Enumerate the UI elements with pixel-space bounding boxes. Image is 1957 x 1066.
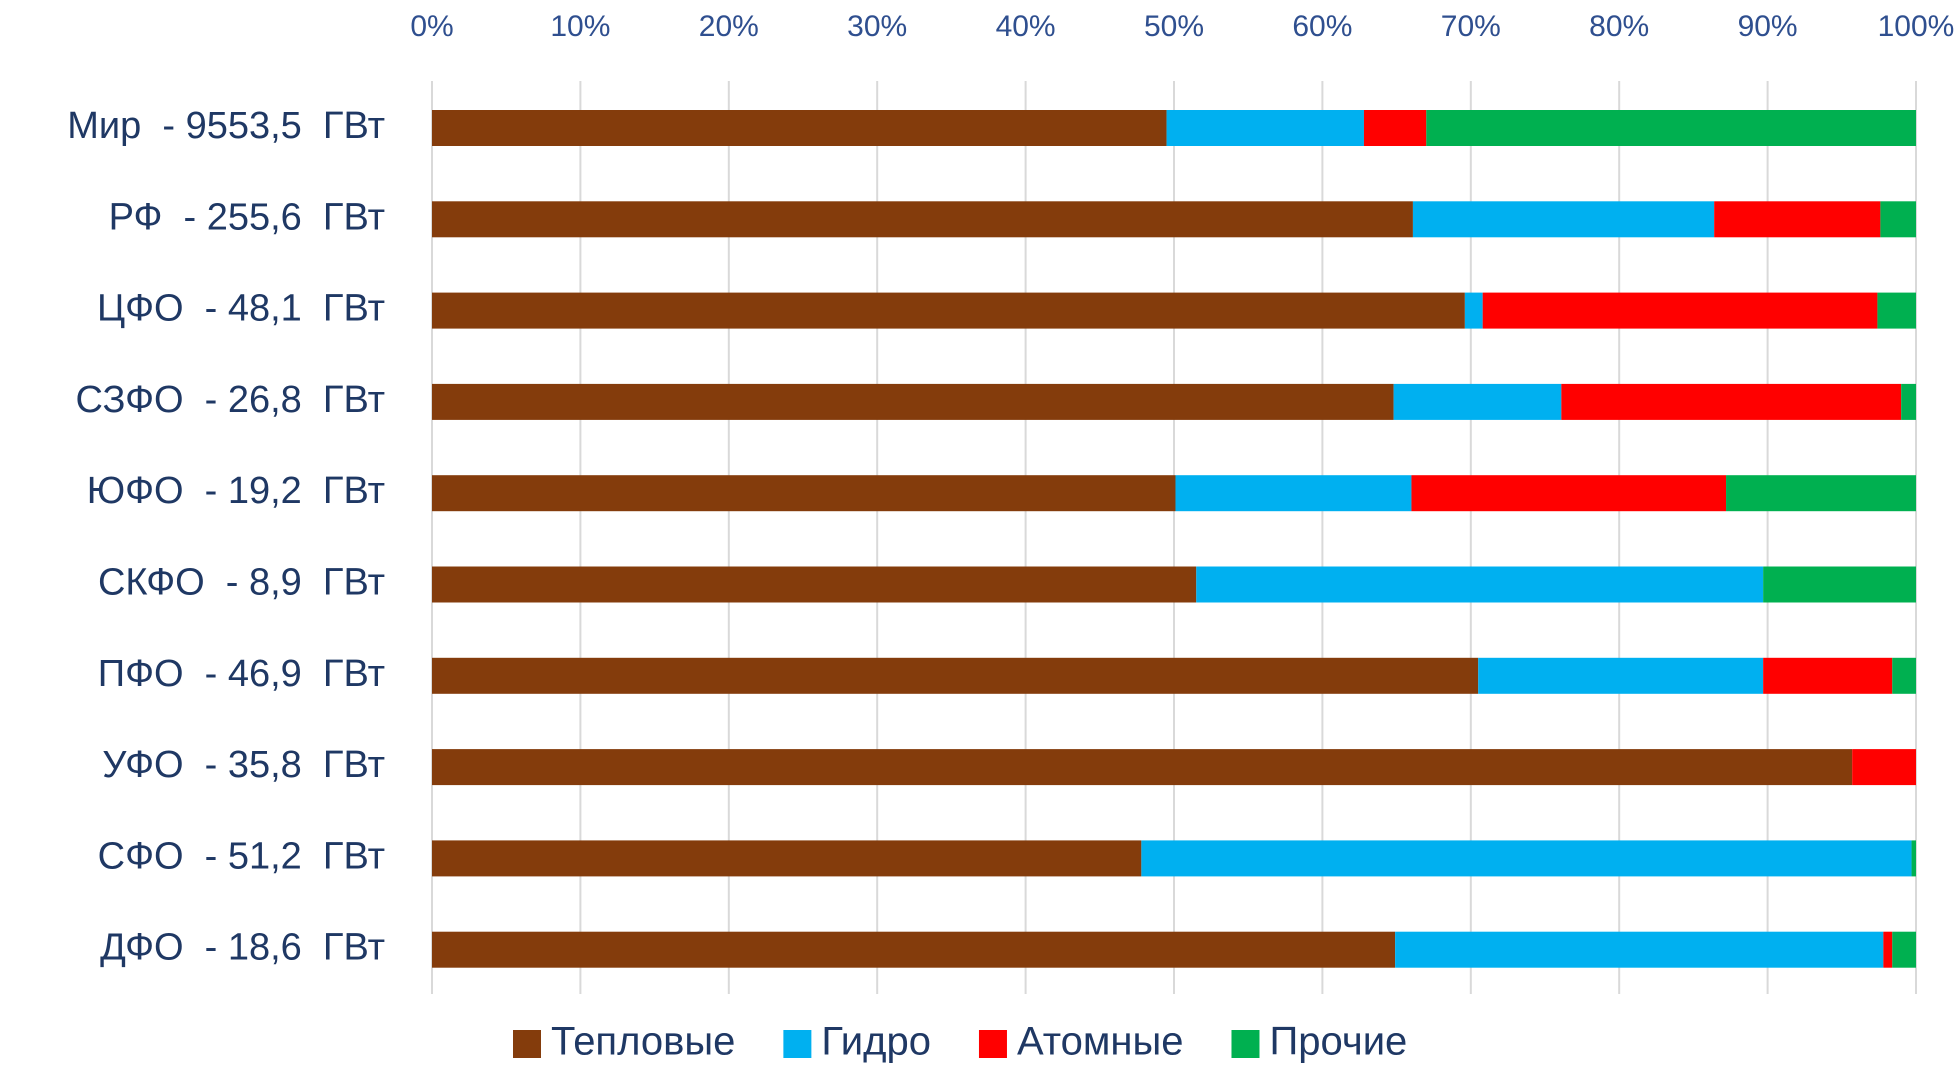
bar-segment [1892,657,1916,694]
bar-segment [432,383,1394,420]
bar-segment [1196,566,1764,603]
bar-segment [432,657,1479,694]
x-tick-label: 90% [1738,10,1798,43]
bar-segment [1763,566,1916,603]
x-tick-label: 40% [996,10,1056,43]
category-label: РФ - 255,6 ГВт [109,196,385,238]
category-label: ЮФО - 19,2 ГВт [87,470,385,512]
bar-segment [1141,840,1912,877]
x-tick-label: 20% [699,10,759,43]
bar-segment [432,292,1465,329]
legend-label: Гидро [821,1020,931,1064]
bar-segment [1393,383,1562,420]
category-label: СЗФО - 26,8 ГВт [76,379,385,421]
legend-swatch [513,1030,541,1058]
bar-segment [1426,110,1916,146]
category-label: ПФО - 46,9 ГВт [98,653,385,695]
category-label: СКФО - 8,9 ГВт [98,562,385,604]
legend-label: Тепловые [551,1020,735,1064]
x-tick-label: 10% [550,10,610,43]
legend-label: Атомные [1017,1020,1184,1064]
bar-segment [1175,475,1412,512]
bar-segment [432,475,1176,512]
bar-segment [432,931,1396,968]
bar-segment [1478,657,1764,694]
x-tick-label: 30% [847,10,907,43]
bar-segment [1411,475,1727,512]
category-label: ЦФО - 48,1 ГВт [97,288,385,330]
bar-segment [1763,657,1893,694]
x-tick-label: 80% [1589,10,1649,43]
legend-swatch [978,1030,1007,1058]
legend-swatch [1231,1030,1260,1058]
x-tick-label: 100% [1878,10,1955,43]
bar-segment [1464,292,1483,329]
bar-segment [1166,110,1364,146]
bar-segment [1395,931,1884,968]
bar-segment [432,110,1167,146]
x-tick-label: 50% [1144,10,1204,43]
x-tick-label: 60% [1292,10,1352,43]
bar-segment [432,566,1197,603]
legend-swatch [783,1030,812,1058]
bar-segment [1482,292,1878,329]
bar-segment [1901,383,1916,420]
bar-segment [1726,475,1916,512]
bar-segment [1892,931,1916,968]
category-label: ДФО - 18,6 ГВт [100,927,385,969]
bar-segment [1852,749,1916,786]
bar-segment [1883,931,1893,968]
bar-segment [1880,201,1916,238]
bar-segment [1412,201,1715,238]
legend-label: Прочие [1269,1020,1407,1064]
x-tick-label: 70% [1441,10,1501,43]
bar-segment [1877,292,1916,329]
x-tick-label: 0% [410,10,453,43]
bar-segment [1561,383,1902,420]
category-label: СФО - 51,2 ГВт [98,835,385,877]
bar-segment [432,201,1413,238]
bar-segment [432,840,1142,877]
bar-segment [1363,110,1427,146]
bar-segment [1911,840,1916,877]
bar-segment [1714,201,1881,238]
category-label: Мир - 9553,5 ГВт [67,105,385,147]
category-label: УФО - 35,8 ГВт [102,744,385,786]
bar-segment [432,749,1853,786]
